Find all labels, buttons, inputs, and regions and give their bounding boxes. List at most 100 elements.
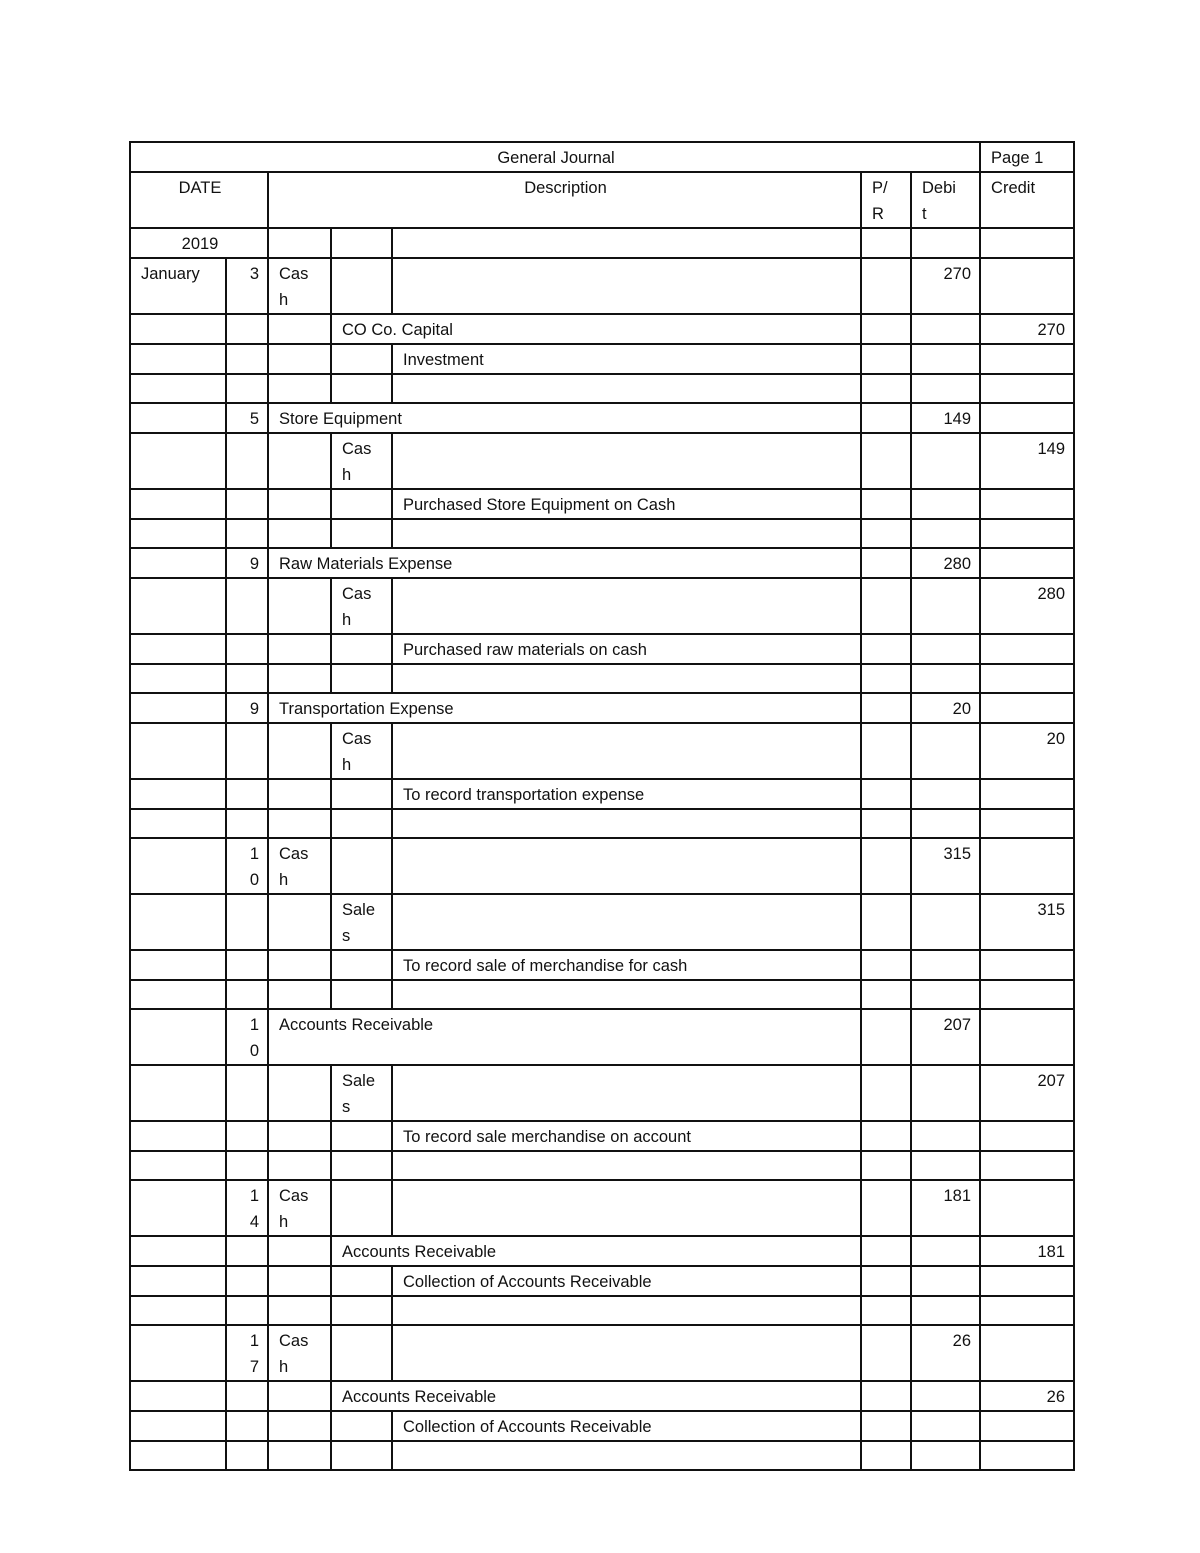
post-ref	[860, 949, 912, 981]
credit-account	[330, 1440, 393, 1471]
post-ref	[860, 1008, 912, 1066]
post-ref	[860, 837, 912, 895]
post-ref	[860, 1064, 912, 1122]
journal-row: Accounts Receivable 26	[129, 1380, 1076, 1412]
debit-account	[267, 313, 332, 345]
memo	[391, 979, 862, 1010]
post-ref	[860, 343, 912, 375]
debit-account: Raw Materials Expense	[267, 547, 862, 579]
credit-account	[330, 373, 393, 404]
memo	[391, 1179, 862, 1237]
journal-row: 14 Cash 181	[129, 1179, 1076, 1237]
debit-account	[267, 432, 332, 490]
credit-account	[330, 257, 393, 315]
post-ref	[860, 1380, 912, 1412]
memo: Investment	[391, 343, 862, 375]
credit-amount	[979, 949, 1076, 981]
day: 9	[225, 692, 269, 724]
debit-account: Cash	[267, 1179, 332, 1237]
credit-account: Cash	[330, 722, 393, 780]
general-journal-table: General Journal Page 1 DATE Description …	[128, 141, 1076, 1471]
journal-row: Purchased raw materials on cash	[129, 633, 1076, 665]
day-text: 9	[249, 700, 259, 718]
debit-account	[267, 979, 332, 1010]
journal-row: To record sale merchandise on account	[129, 1120, 1076, 1152]
debit-account	[267, 1150, 332, 1181]
month	[129, 808, 227, 839]
memo: Purchased raw materials on cash	[391, 633, 862, 665]
day: 14	[225, 1179, 269, 1237]
credit-account	[330, 808, 393, 839]
credit-account	[330, 1295, 393, 1326]
day	[225, 633, 269, 665]
day: 9	[225, 547, 269, 579]
debit-amount: 26	[909, 1324, 982, 1382]
journal-row: 9 Transportation Expense 20	[129, 692, 1076, 724]
post-ref	[860, 893, 912, 951]
memo	[391, 1324, 862, 1382]
memo	[391, 518, 862, 549]
month	[129, 343, 227, 375]
header-credit: Credit	[979, 171, 1076, 229]
debit-account	[267, 373, 332, 404]
credit-account	[330, 663, 393, 694]
debit-amount: 20	[909, 692, 982, 724]
debit-account-text: Cash	[279, 265, 309, 309]
credit-account: Accounts Receivable	[330, 1380, 862, 1412]
credit-account	[330, 979, 393, 1010]
journal-row: 9 Raw Materials Expense 280	[129, 547, 1076, 579]
credit-account	[330, 1179, 393, 1237]
debit-account: Accounts Receivable	[267, 1008, 862, 1066]
credit-account	[330, 1120, 393, 1152]
post-ref	[860, 1295, 912, 1326]
credit-amount: 26	[979, 1380, 1076, 1412]
month	[129, 1440, 227, 1471]
credit-amount	[979, 1150, 1076, 1181]
journal-row: 17 Cash 26	[129, 1324, 1076, 1382]
credit-amount	[979, 488, 1076, 520]
credit-amount	[979, 837, 1076, 895]
journal-row	[129, 979, 1076, 1010]
day	[225, 949, 269, 981]
journal-row: January 3 Cash 270	[129, 257, 1076, 315]
debit-account	[267, 1295, 332, 1326]
debit-amount	[909, 1295, 982, 1326]
post-ref	[860, 979, 912, 1010]
journal-row: Accounts Receivable 181	[129, 1235, 1076, 1267]
credit-account-text: Sales	[342, 1072, 376, 1116]
year-row: 2019	[129, 227, 1076, 259]
month	[129, 979, 227, 1010]
credit-amount	[979, 547, 1076, 579]
debit-account	[267, 488, 332, 520]
memo	[391, 722, 862, 780]
page-number: Page 1	[979, 141, 1076, 173]
month	[129, 692, 227, 724]
post-ref	[860, 313, 912, 345]
debit-account	[267, 1064, 332, 1122]
post-ref	[860, 1440, 912, 1471]
debit-amount	[909, 1120, 982, 1152]
credit-amount	[979, 1265, 1076, 1297]
month	[129, 432, 227, 490]
credit-amount	[979, 979, 1076, 1010]
credit-amount	[979, 1440, 1076, 1471]
month	[129, 402, 227, 434]
debit-amount	[909, 893, 982, 951]
month	[129, 949, 227, 981]
post-ref	[860, 692, 912, 724]
credit-amount: 270	[979, 313, 1076, 345]
debit-account	[267, 893, 332, 951]
post-ref	[860, 1410, 912, 1442]
journal-row: 10 Accounts Receivable 207	[129, 1008, 1076, 1066]
day	[225, 1120, 269, 1152]
memo	[391, 1150, 862, 1181]
debit-account-text: Cash	[279, 1332, 309, 1376]
post-ref	[860, 722, 912, 780]
day	[225, 1380, 269, 1412]
title-row: General Journal Page 1	[128, 141, 1076, 173]
month	[129, 313, 227, 345]
debit-amount	[909, 373, 982, 404]
journal-row: To record sale of merchandise for cash	[129, 949, 1076, 981]
day	[225, 979, 269, 1010]
journal-row: Purchased Store Equipment on Cash	[129, 488, 1076, 520]
